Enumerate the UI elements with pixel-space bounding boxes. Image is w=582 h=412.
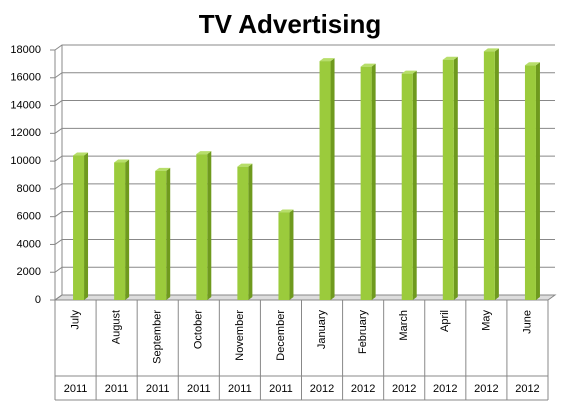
bar-top: [442, 56, 458, 60]
x-group-label: 2011: [146, 383, 170, 395]
bar: [524, 62, 540, 301]
y-tick-label: 8000: [17, 183, 41, 195]
x-group-label: 2011: [187, 383, 211, 395]
y-tick-label: 16000: [10, 72, 41, 84]
bar-side: [125, 159, 130, 300]
x-group-label: 2012: [433, 383, 457, 395]
chart-title: TV Advertising: [199, 9, 382, 39]
bar-top: [155, 167, 171, 171]
bar-front: [319, 61, 331, 300]
bar-front: [524, 65, 536, 301]
bar-front: [155, 170, 167, 300]
bar-top: [524, 62, 540, 66]
x-tick-label: January: [316, 310, 328, 350]
x-group-label: 2011: [269, 383, 293, 395]
bar-side: [535, 62, 540, 301]
grid-line: [54, 183, 555, 190]
bar-top: [196, 151, 212, 155]
bar-front: [483, 51, 495, 301]
y-tick-label: 18000: [10, 44, 41, 56]
floor: [53, 294, 557, 301]
bar-top: [483, 48, 499, 52]
y-tick-label: 2000: [17, 266, 41, 278]
grid-line: [54, 44, 555, 51]
back-wall: [54, 45, 63, 301]
grid-line: [54, 155, 555, 162]
bar: [196, 151, 212, 300]
bar: [237, 163, 253, 300]
bar-side: [453, 56, 458, 300]
bar-side: [330, 58, 335, 300]
x-tick-label: June: [521, 310, 533, 334]
bar-top: [237, 163, 253, 167]
bar-side: [84, 152, 89, 300]
x-tick-label: March: [398, 310, 410, 341]
x-group-label: 2012: [310, 383, 334, 395]
x-group-label: 2012: [474, 383, 498, 395]
bar-top: [73, 152, 89, 156]
grid-line: [54, 72, 555, 79]
bar-side: [166, 167, 171, 300]
bar-front: [114, 162, 126, 300]
x-group-label: 2011: [105, 383, 129, 395]
bar: [114, 159, 130, 300]
bar-side: [207, 151, 212, 300]
y-tick-label: 10000: [10, 155, 41, 167]
bar-front: [73, 155, 85, 300]
bar: [442, 56, 458, 300]
bar: [401, 70, 417, 300]
x-group-label: 2011: [64, 383, 88, 395]
bar-top: [319, 58, 335, 62]
bar: [73, 152, 89, 300]
x-group-label: 2012: [351, 383, 375, 395]
bar-side: [412, 70, 417, 300]
x-tick-label: December: [275, 310, 287, 361]
bar-front: [401, 73, 413, 300]
x-group-label: 2012: [392, 383, 416, 395]
x-tick-label: November: [234, 310, 246, 361]
x-group-label: 2012: [515, 383, 539, 395]
bar-front: [278, 212, 290, 300]
x-tick-label: May: [480, 310, 492, 331]
bar-front: [442, 59, 454, 300]
grid-line: [54, 127, 555, 134]
bar-top: [360, 63, 376, 67]
x-tick-label: February: [357, 310, 369, 355]
y-tick-label: 12000: [10, 127, 41, 139]
grid-line: [54, 266, 555, 273]
bar-front: [196, 154, 208, 300]
bar: [278, 209, 294, 300]
x-tick-label: September: [152, 310, 164, 364]
y-tick-label: 0: [35, 294, 41, 306]
x-tick-label: April: [439, 310, 451, 332]
bar-side: [371, 63, 376, 300]
bar-front: [237, 166, 249, 300]
bar: [360, 63, 376, 301]
bar-side: [494, 48, 499, 301]
y-tick-label: 6000: [17, 211, 41, 223]
bar-side: [289, 209, 294, 300]
grid-line: [54, 100, 555, 106]
bar-front: [360, 66, 372, 301]
x-tick-label: July: [69, 310, 81, 330]
bar: [483, 48, 499, 301]
x-group-label: 2011: [228, 383, 252, 395]
y-tick-label: 14000: [10, 99, 41, 111]
y-tick-label: 4000: [17, 238, 41, 250]
bar: [319, 58, 335, 300]
bar: [155, 167, 171, 300]
bar-top: [401, 70, 417, 74]
x-tick-label: October: [193, 310, 205, 349]
grid-line: [54, 294, 555, 301]
bar-top: [114, 159, 130, 163]
bar-side: [248, 163, 253, 300]
grid-line: [54, 211, 555, 218]
bar-top: [278, 209, 294, 213]
grid-line: [54, 238, 555, 245]
x-tick-label: August: [111, 310, 123, 344]
